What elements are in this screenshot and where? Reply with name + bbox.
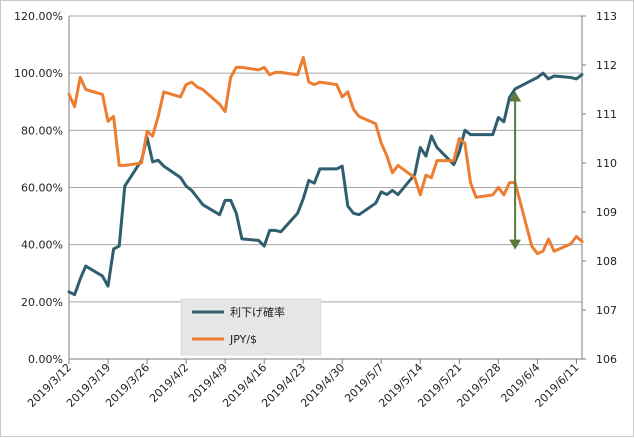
- annotation-arrow-head-up: [509, 91, 522, 102]
- right-tick-label: 107: [596, 304, 617, 317]
- right-tick-label: 112: [596, 59, 617, 72]
- gridlines: [69, 15, 582, 360]
- legend: 利下げ確率 JPY/$: [180, 298, 322, 356]
- left-tick-label: 0.00%: [28, 353, 63, 366]
- right-axis: 106 107 108 109 110 111 112 113: [581, 10, 617, 366]
- right-tick-label: 113: [596, 10, 617, 23]
- legend-label-rate: 利下げ確率: [230, 305, 285, 319]
- left-tick-label: 40.00%: [21, 239, 63, 252]
- left-tick-label: 60.00%: [21, 182, 63, 195]
- right-tick-label: 109: [596, 206, 617, 219]
- right-tick-label: 108: [596, 255, 617, 268]
- left-tick-label: 100.00%: [14, 67, 63, 80]
- series-line-jpy: [67, 56, 584, 256]
- left-axis: 0.00% 20.00% 40.00% 60.00% 80.00% 100.00% 120.…: [14, 10, 70, 366]
- series-line-rate: [67, 71, 584, 297]
- right-tick-label: 111: [596, 108, 617, 121]
- left-tick-label: 80.00%: [21, 124, 63, 137]
- right-tick-label: 106: [596, 353, 617, 366]
- x-tick-label: 2019/4/2: [147, 361, 191, 405]
- left-tick-label: 120.00%: [14, 10, 63, 23]
- right-tick-label: 110: [596, 157, 617, 170]
- x-axis: 2019/3/122019/3/192019/3/262019/4/22019/…: [25, 358, 582, 410]
- series: [67, 56, 584, 297]
- legend-background: [180, 298, 322, 356]
- legend-label-jpy: JPY/$: [229, 333, 257, 346]
- annotation: [509, 91, 522, 250]
- left-tick-label: 20.00%: [21, 296, 63, 309]
- annotation-arrow-head-down: [509, 239, 522, 250]
